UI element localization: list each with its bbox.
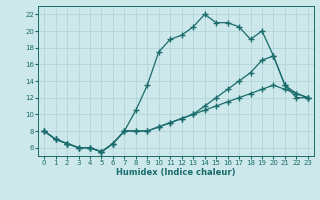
X-axis label: Humidex (Indice chaleur): Humidex (Indice chaleur) — [116, 168, 236, 177]
